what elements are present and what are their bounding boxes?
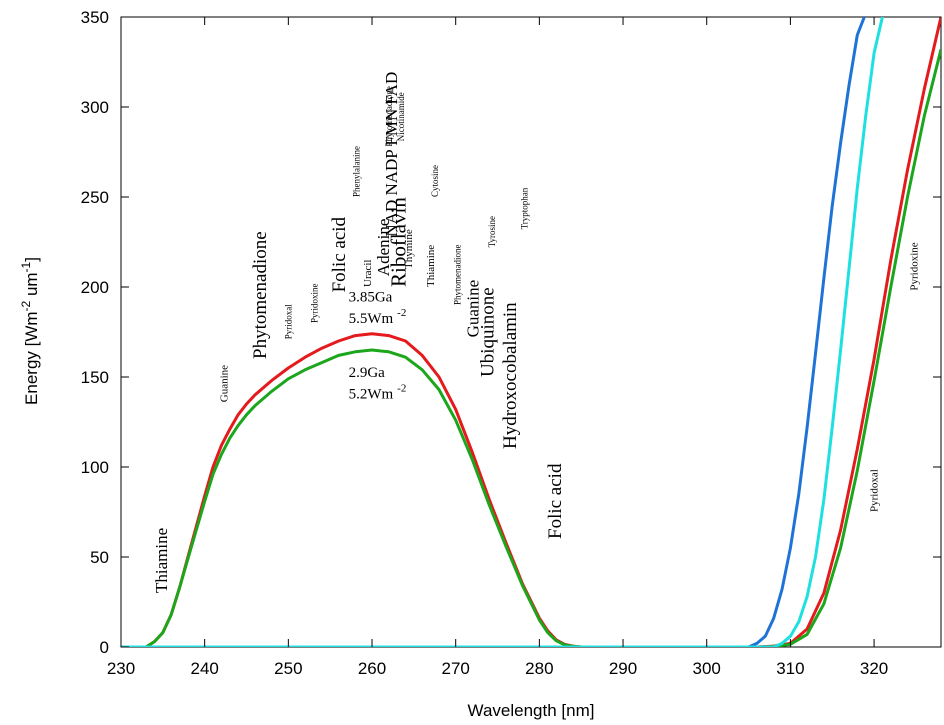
annotation-text: Thiamine [425, 245, 437, 287]
annotation-label: Guanine [463, 280, 482, 338]
annotation-text: Uracil [362, 260, 374, 287]
x-tick-label: 260 [358, 659, 386, 678]
annotation-superscript: -2 [397, 383, 406, 395]
annotation-text: NAD NADP FMN FAD [382, 72, 401, 237]
annotation-label: Pyridoxal [868, 469, 880, 512]
x-tick-label: 300 [693, 659, 721, 678]
annotation-text: Tryptophan [520, 187, 530, 229]
annotation-label: Phytomenadione [453, 245, 463, 306]
annotation-label: 3.85Ga [349, 289, 393, 305]
annotation-text: Pyridoxine [909, 242, 921, 290]
annotation-text: Cytosine [430, 165, 440, 197]
annotation-text: Folic acid [329, 216, 350, 292]
annotation-label: Adenine [374, 219, 393, 277]
annotation-text: Phytomenadione [250, 231, 271, 359]
annotation-label: Ubiquinone [477, 287, 498, 377]
annotation-label: Phytomenadione [384, 86, 394, 147]
annotation-label: Phenylalanine [352, 146, 362, 197]
annotation-text: Ubiquinone [477, 287, 498, 377]
axis-ticks: 230 240 250 260 270 280 290 300 310 320 0 50 100 150 2… [81, 8, 941, 678]
annotation-text: Phytomenadione [453, 245, 463, 306]
series-line-2 [121, 17, 866, 647]
annotation-text: Pyridoxine [310, 283, 320, 323]
annotation-text: Tyrosine [487, 216, 497, 247]
series-line-1 [121, 49, 941, 647]
x-axis-label: Wavelength [nm] [468, 701, 595, 720]
x-tick-label: 310 [776, 659, 804, 678]
x-tick-label: 320 [860, 659, 888, 678]
y-tick-label: 50 [90, 548, 109, 567]
annotation-label: 5.2Wm -2 [349, 383, 407, 403]
x-tick-label: 280 [525, 659, 553, 678]
annotation-text: 2.9Ga [349, 365, 386, 381]
annotation-superscript: -2 [397, 307, 406, 319]
annotation-label: Thiamine [425, 245, 437, 287]
annotation-label: 5.5Wm -2 [349, 307, 407, 327]
annotation-label: Pyridoxine [310, 283, 320, 323]
y-tick-label: 100 [81, 458, 109, 477]
annotation-label: Uracil [362, 260, 374, 287]
annotation-text: Guanine [463, 280, 482, 338]
x-tick-label: 290 [609, 659, 637, 678]
y-axis-label: Energy [Wm-2 um-1] [19, 257, 41, 405]
annotation-label: NAD NADP FMN FAD [382, 72, 401, 237]
annotation-label: Pyridoxine [909, 242, 921, 290]
annotation-label: Folic acid [329, 216, 350, 292]
annotation-label: Pyridoxal [284, 304, 294, 339]
annotation-label: Riboflavin [387, 197, 411, 287]
y-axis-label-sup2: -1 [19, 261, 33, 272]
annotation-text: Thymine [403, 229, 415, 269]
annotation-label: Tryptophan [520, 187, 530, 229]
annotation-text: 5.5Wm [349, 311, 394, 327]
y-tick-label: 250 [81, 188, 109, 207]
y-axis-label-mid: um [22, 272, 41, 300]
annotation-label: Thymine [403, 229, 415, 269]
annotation-label: Nicotinamide [396, 92, 406, 141]
annotation-label: Phytomenadione [250, 231, 271, 359]
annotation-text: Pyridoxal [284, 304, 294, 339]
x-tick-label: 250 [274, 659, 302, 678]
annotation-text: Phenylalanine [352, 146, 362, 197]
annotation-text: 3.85Ga [349, 289, 393, 305]
annotation-text: Guanine [218, 365, 230, 402]
annotation-text: Folic acid [545, 463, 566, 539]
y-axis-label-sup1: -2 [19, 300, 33, 311]
annotation-text: Phytomenadione [384, 86, 394, 147]
annotation-text: Hydroxocobalamin [500, 302, 521, 449]
annotation-label: 2.9Ga [349, 365, 386, 381]
annotation-text: Nicotinamide [396, 92, 406, 141]
annotation-text: Thiamine [152, 528, 171, 593]
annotation-text: Pyridoxal [868, 469, 880, 512]
y-tick-label: 350 [81, 8, 109, 27]
annotation-label: Cytosine [430, 165, 440, 197]
y-axis-label-main: Energy [Wm [22, 311, 41, 405]
annotation-label: Hydroxocobalamin [500, 302, 521, 449]
annotation-text: Adenine [374, 219, 393, 277]
y-tick-label: 0 [100, 638, 109, 657]
annotation-text: 5.2Wm [349, 387, 394, 403]
x-tick-label: 230 [107, 659, 135, 678]
annotation-label: Folic acid [545, 463, 566, 539]
x-tick-label: 240 [190, 659, 218, 678]
annotation-label: Guanine [218, 365, 230, 402]
series-layer [121, 17, 941, 647]
annotation-label: Tyrosine [487, 216, 497, 247]
annotation-label: Thiamine [152, 528, 171, 593]
x-tick-label: 270 [442, 659, 470, 678]
y-tick-label: 300 [81, 98, 109, 117]
y-axis-label-end: ] [22, 257, 41, 262]
y-tick-label: 200 [81, 278, 109, 297]
series-line-0 [121, 17, 941, 647]
y-tick-label: 150 [81, 368, 109, 387]
annotation-text: Riboflavin [387, 197, 411, 287]
series-line-3 [121, 17, 885, 647]
